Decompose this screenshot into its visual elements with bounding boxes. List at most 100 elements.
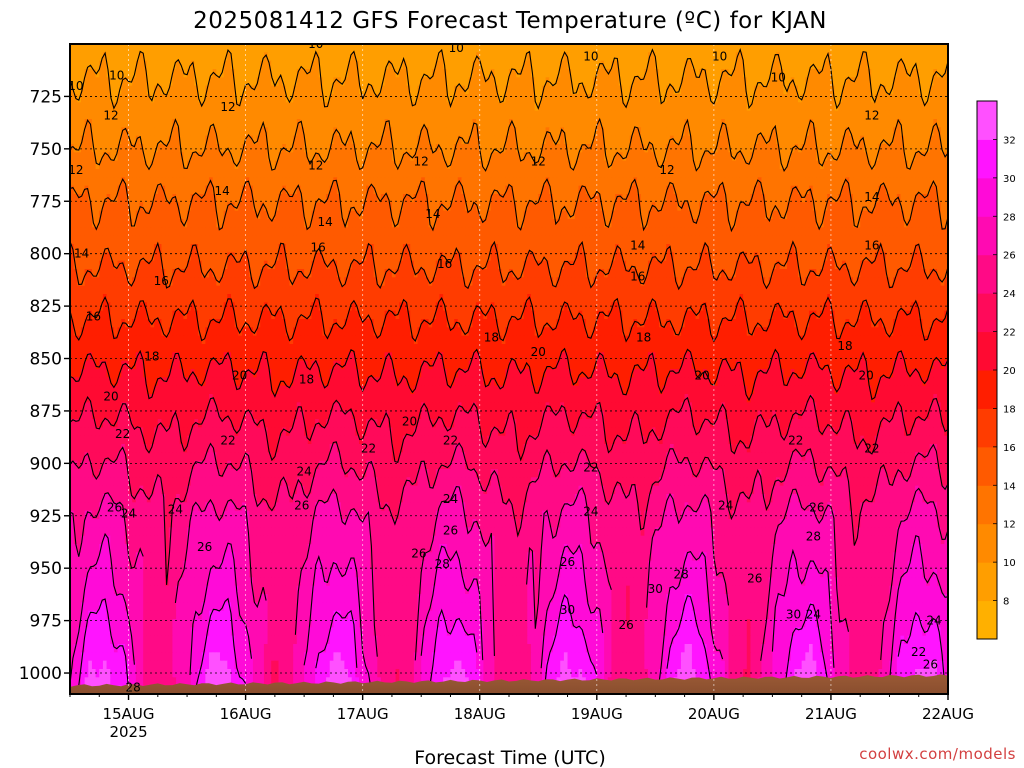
fill-cell bbox=[245, 210, 250, 220]
fill-cell bbox=[183, 44, 188, 53]
fill-cell bbox=[91, 85, 97, 95]
fill-cell bbox=[209, 85, 214, 95]
fill-cell bbox=[600, 102, 605, 112]
fill-cell bbox=[304, 135, 309, 145]
fill-cell bbox=[538, 177, 543, 187]
fill-cell bbox=[772, 160, 777, 170]
fill-cell bbox=[172, 94, 177, 103]
fill-cell bbox=[150, 135, 155, 145]
fill-cell bbox=[615, 52, 620, 62]
fill-cell bbox=[183, 194, 188, 203]
fill-cell bbox=[333, 210, 338, 220]
fill-cell bbox=[754, 52, 759, 62]
fill-cell bbox=[498, 102, 503, 112]
fill-cell bbox=[410, 185, 415, 195]
fill-cell bbox=[523, 160, 528, 170]
fill-cell bbox=[545, 52, 550, 62]
fill-cell bbox=[732, 77, 737, 87]
fill-cell bbox=[245, 169, 250, 178]
fill-cell bbox=[490, 94, 495, 103]
fill-cell bbox=[754, 44, 759, 53]
fill-cell bbox=[428, 185, 433, 195]
fill-cell bbox=[509, 60, 514, 70]
fill-cell bbox=[812, 177, 817, 187]
fill-cell bbox=[944, 69, 948, 78]
fill-cell bbox=[567, 94, 572, 103]
fill-cell bbox=[830, 110, 836, 120]
fill-cell bbox=[113, 177, 119, 187]
fill-cell bbox=[571, 110, 576, 120]
fill-cell bbox=[172, 144, 177, 153]
fill-cell bbox=[271, 169, 276, 178]
fill-cell bbox=[640, 60, 645, 70]
fill-cell bbox=[380, 94, 386, 103]
fill-cell bbox=[373, 185, 378, 195]
fill-cell bbox=[498, 202, 503, 212]
fill-cell bbox=[194, 94, 199, 103]
fill-cell bbox=[432, 69, 437, 78]
fill-cell bbox=[487, 152, 492, 162]
fill-cell bbox=[849, 152, 854, 162]
fill-cell bbox=[150, 185, 155, 195]
fill-cell bbox=[860, 77, 865, 87]
fill-cell bbox=[132, 160, 137, 170]
fill-cell bbox=[150, 69, 155, 78]
fill-cell bbox=[798, 160, 803, 170]
fill-cell bbox=[662, 110, 667, 120]
fill-cell bbox=[699, 210, 704, 220]
fill-cell bbox=[915, 160, 920, 170]
fill-cell bbox=[285, 102, 291, 112]
fill-cell bbox=[307, 110, 313, 120]
fill-cell bbox=[940, 152, 945, 162]
fill-cell bbox=[154, 152, 159, 162]
fill-cell bbox=[651, 160, 656, 170]
fill-cell bbox=[732, 169, 737, 178]
fill-cell bbox=[73, 169, 78, 178]
fill-cell bbox=[841, 44, 847, 53]
fill-cell bbox=[333, 44, 338, 53]
fill-cell bbox=[435, 144, 441, 153]
fill-cell bbox=[688, 119, 693, 128]
fill-cell bbox=[113, 210, 119, 220]
fill-cell bbox=[827, 202, 832, 212]
fill-cell bbox=[267, 69, 272, 78]
fill-cell bbox=[838, 194, 843, 203]
fill-cell bbox=[874, 169, 880, 178]
fill-cell bbox=[699, 177, 704, 187]
fill-cell bbox=[673, 110, 678, 120]
fill-cell bbox=[337, 144, 342, 153]
fill-cell bbox=[834, 169, 839, 178]
fill-cell bbox=[801, 85, 806, 95]
fill-cell bbox=[856, 144, 861, 153]
fill-cell bbox=[560, 85, 565, 95]
fill-cell bbox=[516, 77, 521, 87]
fill-cell bbox=[187, 94, 192, 103]
fill-cell bbox=[373, 77, 378, 87]
fill-cell bbox=[896, 110, 902, 120]
fill-cell bbox=[271, 210, 276, 220]
fill-cell bbox=[424, 119, 430, 128]
fill-cell bbox=[911, 52, 916, 62]
fill-cell bbox=[73, 44, 78, 53]
fill-cell bbox=[552, 52, 558, 62]
fill-cell bbox=[666, 177, 671, 187]
fill-cell bbox=[622, 152, 627, 162]
fill-cell bbox=[413, 202, 419, 212]
fill-cell bbox=[516, 119, 521, 128]
fill-cell bbox=[91, 169, 97, 178]
fill-cell bbox=[787, 144, 792, 153]
fill-cell bbox=[713, 127, 719, 137]
fill-cell bbox=[322, 85, 327, 95]
fill-cell bbox=[274, 152, 280, 162]
fill-cell bbox=[494, 194, 499, 203]
fill-cell bbox=[132, 94, 137, 103]
fill-cell bbox=[669, 44, 675, 53]
fill-cell bbox=[205, 202, 210, 212]
fill-cell bbox=[450, 160, 455, 170]
fill-cell bbox=[494, 102, 499, 112]
fill-cell bbox=[154, 210, 159, 220]
fill-cell bbox=[187, 44, 192, 53]
fill-cell bbox=[571, 127, 576, 137]
fill-cell bbox=[139, 135, 144, 145]
fill-cell bbox=[757, 160, 763, 170]
